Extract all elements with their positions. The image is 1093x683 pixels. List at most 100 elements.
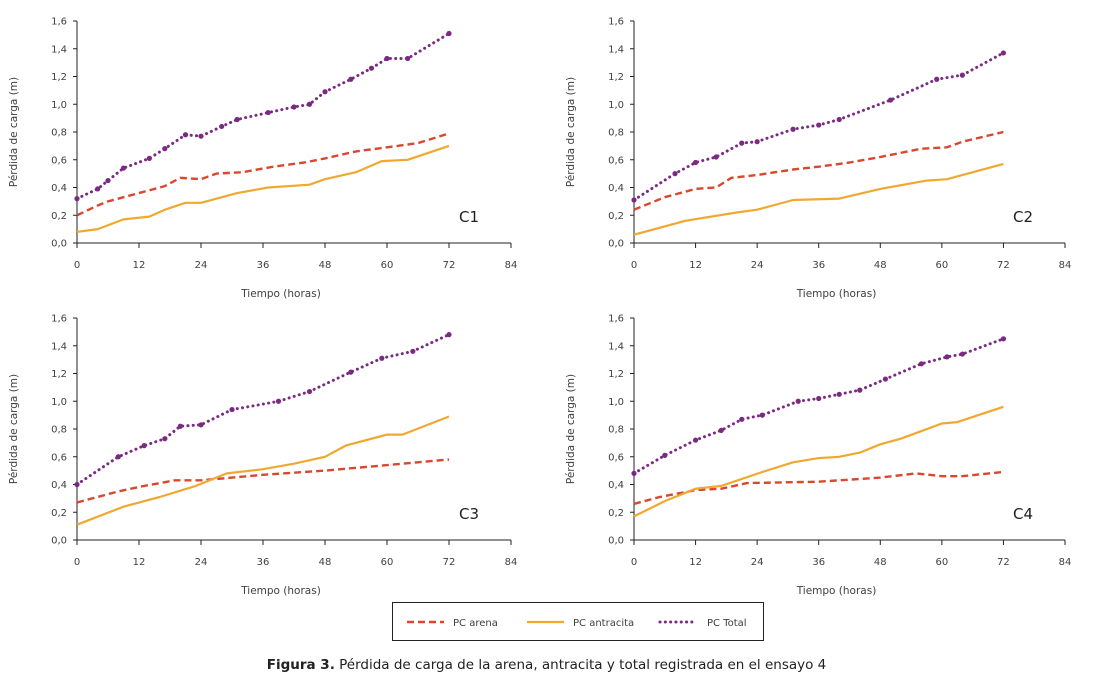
data-point-total [857, 387, 863, 393]
y-tick-label: 1,6 [51, 314, 67, 325]
x-axis-title: Tiempo (horas) [240, 288, 321, 300]
panel-label: C1 [459, 208, 479, 226]
data-point-total [198, 422, 204, 428]
data-point-total [759, 412, 765, 418]
data-point-total [959, 351, 965, 357]
series-line-antracita [633, 405, 1004, 518]
x-tick-label: 84 [505, 557, 518, 568]
data-point-total [631, 470, 637, 476]
legend-label-arena: PC arena [453, 618, 498, 629]
data-point-total [162, 436, 168, 442]
caption-text: Pérdida de carga de la arena, antracita … [334, 657, 827, 673]
chart-panel-c3: 0,0 0,2 0,4 0,6 0,8 1,0 1,2 1,4 1,6 0 12 24 36 48 60 72… [8, 314, 517, 598]
data-point-total [291, 104, 297, 110]
x-tick-label: 60 [935, 260, 948, 271]
data-point-total [275, 398, 282, 404]
x-tick-label: 72 [997, 557, 1010, 568]
y-tick-label: 0,4 [608, 480, 624, 491]
series-line-antracita [76, 415, 450, 526]
panel-label: C3 [459, 505, 479, 523]
y-tick-label: 0,6 [51, 452, 67, 463]
legend-item-antracita: PC antracita [527, 618, 634, 629]
x-tick-label: 36 [257, 557, 270, 568]
y-tick-label: 1,2 [51, 72, 67, 83]
y-tick-label: 0,8 [608, 128, 624, 139]
y-tick-label: 0,8 [51, 128, 67, 139]
data-point-total [887, 97, 894, 103]
data-point-total [934, 76, 940, 82]
data-point-total [74, 481, 80, 488]
y-tick-label: 1,0 [51, 397, 67, 408]
series-line-total [75, 333, 451, 486]
chart-panel-c4: 0,0 0,2 0,4 0,6 0,8 1,0 1,2 1,4 1,6 0 12 24 36 48 60 72… [565, 314, 1071, 598]
chart-panel-c1: 0,0 0,2 0,4 0,6 0,8 1,0 1,2 1,4 1,6 0 12 24 36 48 60 72… [8, 17, 517, 301]
x-tick-label: 72 [443, 260, 456, 271]
legend-item-arena: PC arena [407, 618, 498, 629]
x-tick-label: 12 [133, 557, 146, 568]
y-tick-label: 0,6 [608, 452, 624, 463]
data-point-total [265, 109, 271, 116]
legend-label-total: PC Total [707, 618, 747, 629]
data-point-total [836, 391, 842, 397]
y-tick-label: 0,4 [51, 183, 67, 194]
y-tick-label: 1,4 [608, 44, 624, 55]
data-point-total [739, 416, 745, 422]
y-tick-label: 0,0 [51, 239, 67, 250]
data-point-total [918, 361, 924, 367]
y-axis-title: Pérdida de carga (m) [8, 77, 20, 187]
data-point-total [182, 132, 189, 138]
data-point-total [446, 332, 452, 338]
data-point-total [631, 197, 637, 203]
y-tick-label: 1,6 [608, 17, 624, 28]
x-axis-title: Tiempo (horas) [796, 585, 877, 597]
data-point-total [882, 376, 889, 382]
data-point-total [692, 159, 699, 166]
y-tick-label: 1,4 [51, 44, 67, 55]
data-point-total [219, 123, 225, 130]
data-point-total [74, 196, 80, 202]
data-point-total [368, 65, 375, 71]
legend-label-antracita: PC antracita [573, 618, 634, 629]
data-point-total [790, 126, 796, 132]
x-tick-label: 36 [257, 260, 270, 271]
x-tick-label: 48 [319, 260, 332, 271]
data-point-total [692, 437, 699, 443]
y-tick-label: 0,0 [608, 536, 624, 547]
data-point-total [816, 395, 822, 402]
data-point-total [105, 177, 111, 184]
series-line-arena [76, 458, 450, 504]
x-tick-label: 60 [381, 260, 394, 271]
x-tick-label: 24 [751, 557, 764, 568]
data-point-total [816, 122, 822, 128]
data-point-total [348, 76, 354, 82]
x-tick-label: 24 [195, 260, 208, 271]
x-tick-label: 12 [689, 557, 702, 568]
x-tick-label: 36 [812, 557, 825, 568]
y-axis-title: Pérdida de carga (m) [8, 374, 20, 484]
data-point-total [384, 55, 390, 62]
data-point-total [1000, 336, 1007, 342]
y-tick-label: 0,2 [51, 211, 67, 222]
y-tick-label: 0,0 [608, 239, 624, 250]
x-tick-label: 12 [689, 260, 702, 271]
y-axis-title: Pérdida de carga (m) [565, 374, 577, 484]
data-point-total [672, 171, 678, 177]
x-tick-label: 0 [74, 557, 80, 568]
y-tick-label: 1,2 [608, 369, 624, 380]
x-tick-label: 84 [1059, 260, 1072, 271]
y-tick-label: 1,6 [51, 17, 67, 28]
series-line-antracita [76, 144, 450, 233]
x-tick-label: 72 [997, 260, 1010, 271]
data-point-total [141, 443, 147, 449]
x-tick-label: 0 [74, 260, 80, 271]
y-tick-label: 0,0 [51, 536, 67, 547]
x-tick-label: 36 [812, 260, 825, 271]
figure-caption: Figura 3. Pérdida de carga de la arena, … [0, 657, 1093, 673]
data-point-total [754, 139, 760, 145]
x-axis-title: Tiempo (horas) [796, 288, 877, 300]
series-line-arena [633, 470, 1004, 506]
data-point-total [379, 355, 385, 361]
data-point-total [120, 165, 127, 171]
y-tick-label: 1,4 [51, 341, 67, 352]
